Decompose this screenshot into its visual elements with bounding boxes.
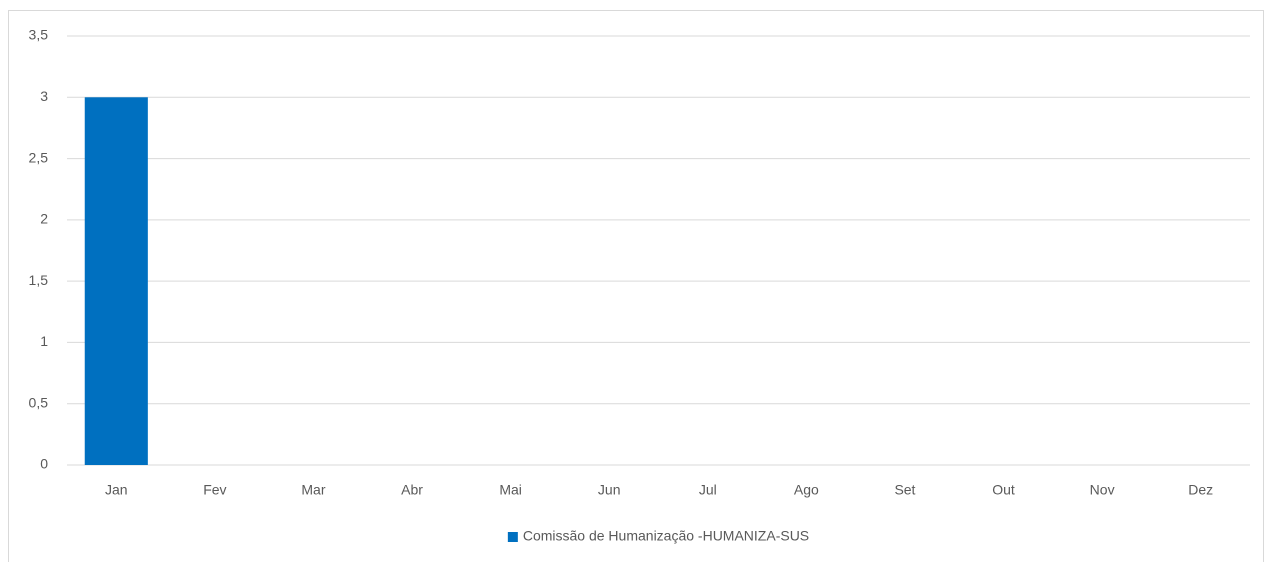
x-tick-label: Nov [1090, 482, 1115, 498]
bar [84, 97, 148, 466]
x-tick-label: Jan [105, 482, 128, 498]
y-tick-label: 3,5 [29, 27, 49, 43]
x-tick-label: Mai [499, 482, 522, 498]
y-tick-label: 1,5 [29, 272, 49, 288]
y-tick-label: 0,5 [29, 394, 49, 410]
x-tick-label: Fev [203, 482, 226, 498]
x-tick-label: Abr [401, 482, 423, 498]
y-tick-label: 1 [40, 333, 48, 349]
x-tick-label: Ago [794, 482, 819, 498]
x-tick-label: Dez [1188, 482, 1213, 498]
legend-swatch [507, 532, 518, 542]
x-tick-label: Jul [699, 482, 717, 498]
x-tick-label: Out [992, 482, 1015, 498]
x-tick-label: Mar [301, 482, 325, 498]
x-tick-label: Jun [598, 482, 621, 498]
chart-frame [8, 10, 1264, 562]
y-tick-label: 2,5 [29, 149, 49, 165]
y-tick-label: 2 [40, 211, 48, 227]
y-tick-label: 3 [40, 88, 48, 104]
y-tick-label: 0 [40, 456, 48, 472]
legend-label: Comissão de Humanização -HUMANIZA-SUS [523, 528, 809, 544]
x-tick-label: Set [894, 482, 915, 498]
